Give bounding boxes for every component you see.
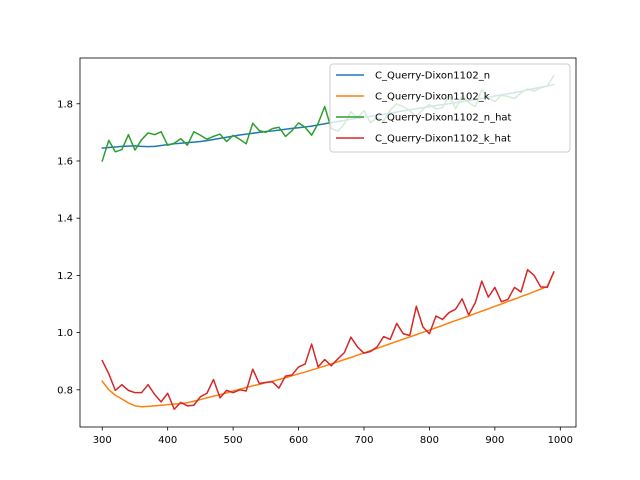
y-tick-label: 1.8 [57,99,73,110]
x-tick-label: 300 [93,435,112,446]
legend-box [329,63,571,153]
legend-label-2: C_Querry-Dixon1102_k [375,92,490,103]
y-tick-label: 1.2 [57,271,73,282]
series-line-2 [101,271,555,408]
y-axis-ticks: 0.8 1.0 1.2 1.4 1.6 1.8 [57,99,80,396]
legend-label-4: C_Querry-Dixon1102_k_hat [375,134,511,145]
x-axis-ticks: 300 400 500 600 700 800 900 1000 [93,427,573,446]
x-tick-label: 1000 [548,435,573,446]
legend: C_Querry-Dixon1102_n C_Querry-Dixon1102_k… [329,63,571,153]
series-line-4 [101,268,555,411]
x-tick-label: 700 [354,435,373,446]
y-tick-label: 1.0 [57,328,73,339]
y-tick-label: 0.8 [57,385,73,396]
axes-frame [79,57,577,428]
axes [79,57,577,428]
x-tick-label: 500 [224,435,243,446]
x-tick-label: 600 [289,435,308,446]
y-tick-label: 1.4 [57,214,73,225]
legend-label-1: C_Querry-Dixon1102_n [375,71,490,82]
x-tick-label: 900 [485,435,504,446]
legend-label-3: C_Querry-Dixon1102_n_hat [375,113,512,124]
x-tick-label: 800 [420,435,439,446]
x-tick-label: 400 [158,435,177,446]
y-tick-label: 1.6 [57,156,73,167]
